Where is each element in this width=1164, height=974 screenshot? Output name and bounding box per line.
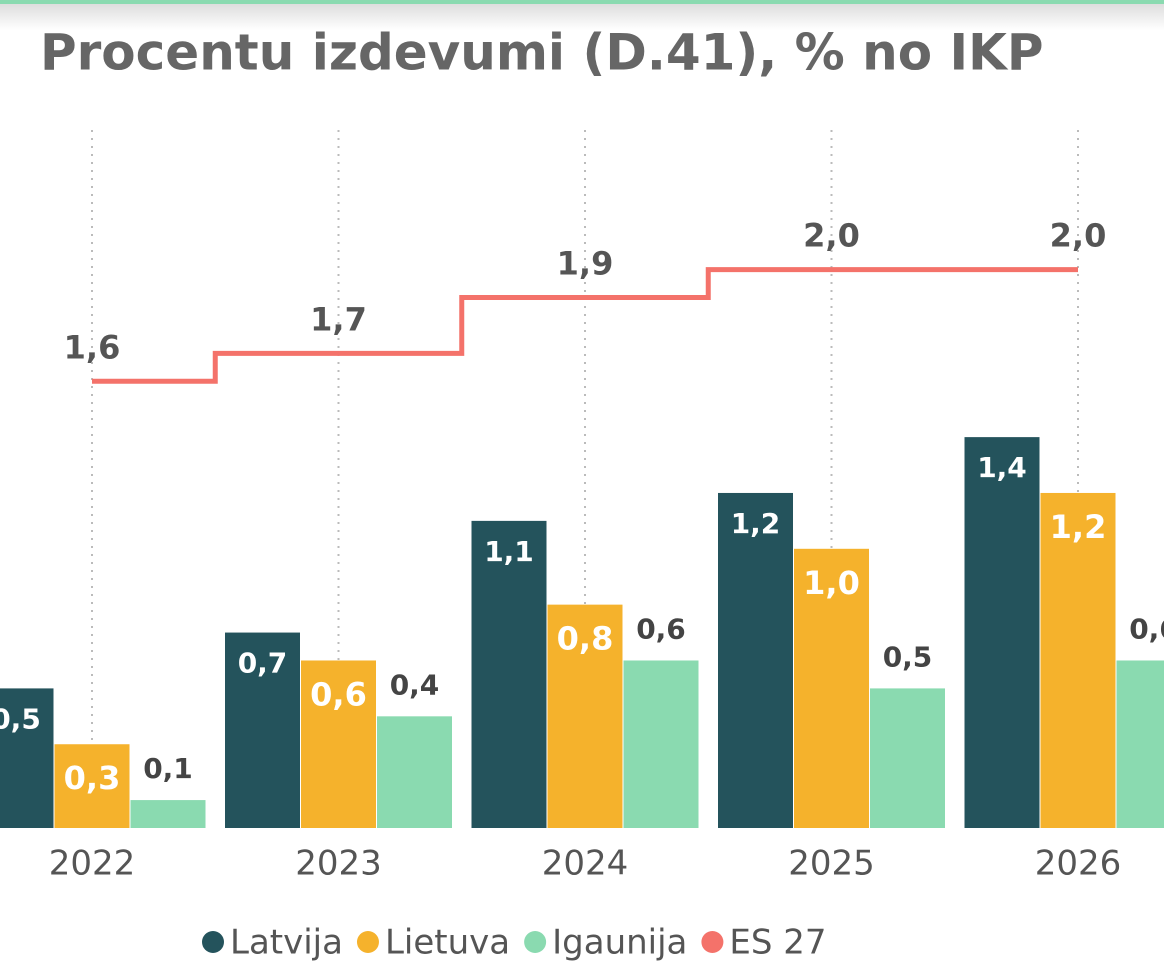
data-label: 0,8 — [557, 620, 614, 658]
top-strip — [0, 0, 1164, 4]
data-label: 1,6 — [64, 328, 121, 366]
bar — [54, 744, 130, 828]
step-line — [92, 267, 1078, 384]
data-label: 0,4 — [390, 668, 440, 701]
bar — [623, 660, 699, 828]
legend-swatch — [356, 931, 379, 953]
legend-label: Latvija — [230, 923, 343, 963]
data-label: 0,6 — [1129, 612, 1164, 645]
bar — [1116, 660, 1164, 828]
data-label: 0,6 — [310, 675, 367, 713]
legend-label: ES 27 — [729, 923, 826, 963]
legend-label: Igaunija — [552, 923, 687, 963]
bar — [130, 800, 206, 828]
bar — [794, 548, 869, 828]
top-shadow — [0, 4, 1164, 30]
data-label: 0,1 — [143, 752, 193, 785]
data-label: 0,5 — [883, 640, 933, 673]
x-tick-label: 2025 — [788, 844, 875, 884]
chart-title: Procentu izdevumi (D.41), % no IKP — [40, 24, 1044, 82]
data-label: 0,6 — [636, 612, 686, 645]
data-label: 2,0 — [1050, 217, 1107, 255]
legend-swatch — [202, 931, 224, 953]
data-label: 2,0 — [803, 217, 860, 255]
x-tick-label: 2022 — [49, 844, 136, 884]
data-label: 1,2 — [1050, 508, 1107, 546]
x-tick-label: 2024 — [542, 844, 629, 884]
data-label: 1,1 — [484, 535, 534, 568]
bar — [1040, 492, 1116, 828]
bar — [471, 520, 547, 828]
data-label: 0,3 — [64, 759, 121, 797]
bar — [301, 660, 376, 828]
data-label: 1,9 — [557, 245, 614, 283]
data-label: 0,5 — [0, 702, 41, 735]
bar — [964, 437, 1040, 828]
x-tick-label: 2023 — [295, 844, 382, 884]
legend-label: Lietuva — [385, 923, 510, 963]
data-label: 1,0 — [803, 564, 860, 602]
bar — [377, 716, 452, 828]
bar — [225, 632, 300, 828]
data-label: 1,4 — [977, 451, 1027, 484]
bar — [547, 604, 623, 828]
bar — [718, 492, 793, 828]
data-label: 1,2 — [731, 507, 781, 540]
bar — [0, 688, 54, 828]
x-tick-label: 2026 — [1035, 844, 1122, 884]
data-label: 0,7 — [238, 647, 288, 680]
bar — [870, 688, 945, 828]
legend-swatch — [701, 931, 724, 953]
legend-swatch — [524, 931, 547, 953]
data-label: 1,7 — [310, 300, 367, 338]
